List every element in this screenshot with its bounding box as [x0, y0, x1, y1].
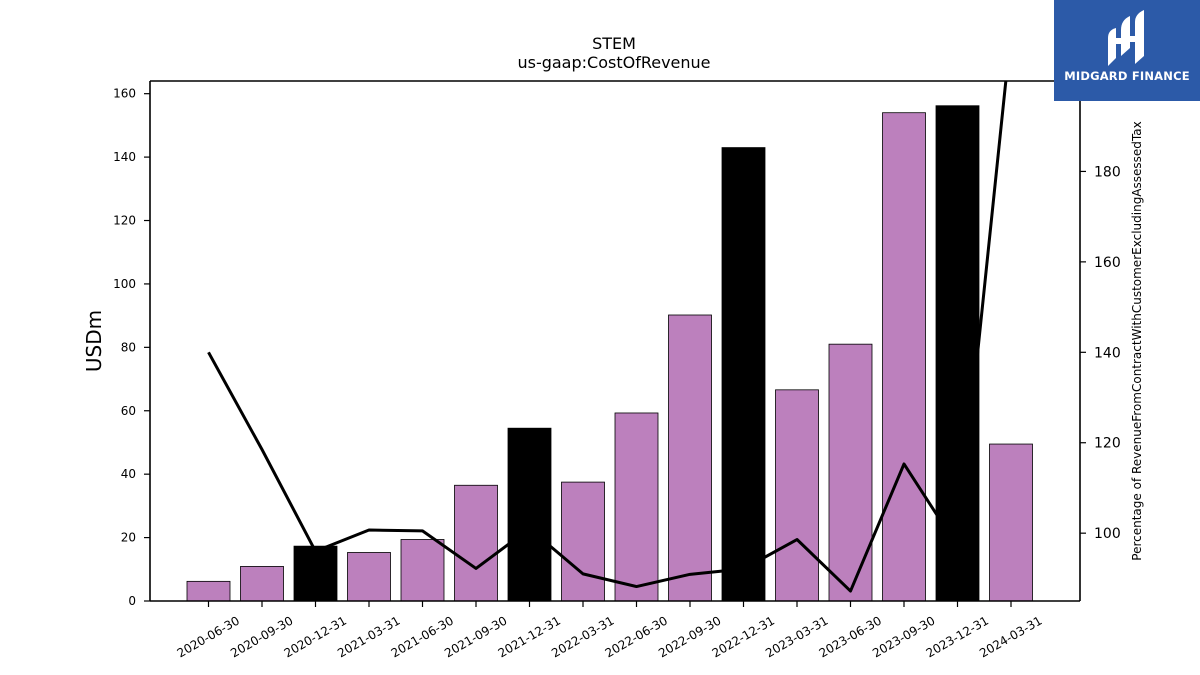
- bar-2023-06-30: [828, 343, 873, 602]
- bar-2022-06-30: [614, 412, 659, 602]
- y-axis-label: USDm: [82, 310, 106, 372]
- y-tick-label: 20: [121, 531, 136, 545]
- bar-2022-12-31: [721, 147, 766, 602]
- y-tick-label: 120: [113, 214, 136, 228]
- chart-subtitle: us-gaap:CostOfRevenue: [517, 53, 710, 72]
- midgard-logo-icon: [1108, 10, 1144, 66]
- bar-2020-12-31: [293, 545, 338, 602]
- bar-2021-03-31: [347, 552, 391, 602]
- bar-2024-03-31: [989, 443, 1033, 602]
- bar-2023-03-31: [775, 389, 819, 602]
- y2-ticks: 100 120 140 160 180: [1080, 164, 1121, 542]
- y-tick-label: 80: [121, 340, 136, 354]
- bar-2023-12-31: [935, 105, 980, 602]
- y-tick-label: 60: [121, 404, 136, 418]
- bar-2020-09-30: [240, 566, 284, 602]
- x-ticks: 2020-06-302020-09-302020-12-312021-03-31…: [175, 601, 1045, 660]
- y-tick-label: 140: [113, 150, 136, 164]
- axes: [149, 80, 1081, 602]
- y2-tick-label: 140: [1094, 345, 1121, 361]
- bar-2021-09-30: [454, 484, 498, 602]
- line-layer: [207, 81, 1008, 593]
- bar-2023-09-30: [882, 112, 926, 602]
- y-ticks: 0 20 40 60 80 100 120 140 160: [113, 87, 150, 608]
- y-tick-label: 100: [113, 277, 136, 291]
- bars: [186, 105, 1033, 602]
- bar-2022-09-30: [668, 314, 712, 602]
- y2-tick-label: 160: [1094, 255, 1121, 271]
- y2-axis-label: Percentage of RevenueFromContractWithCus…: [1130, 121, 1144, 560]
- brand-logo: MIDGARD FINANCE: [1054, 0, 1200, 101]
- bar-2021-06-30: [400, 539, 445, 602]
- percentage-line: [207, 81, 1008, 593]
- chart-title: STEM: [592, 34, 636, 53]
- y-tick-label: 0: [128, 594, 136, 608]
- bar-2022-03-31: [561, 481, 605, 602]
- bar-2021-12-31: [507, 427, 552, 602]
- y2-tick-label: 180: [1094, 164, 1121, 180]
- y2-tick-label: 120: [1094, 436, 1121, 452]
- bar-2020-06-30: [186, 580, 231, 602]
- y-tick-label: 40: [121, 467, 136, 481]
- brand-name: MIDGARD FINANCE: [1064, 69, 1190, 83]
- y-tick-label: 160: [113, 87, 136, 101]
- y2-tick-label: 100: [1094, 526, 1121, 542]
